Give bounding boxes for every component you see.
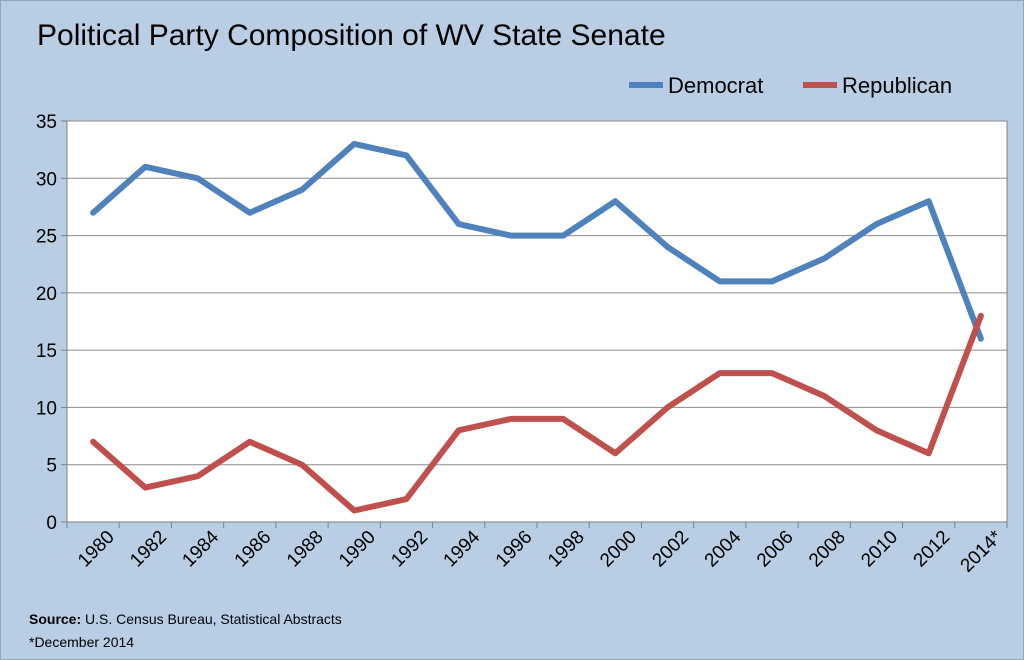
- series-line-republican: [90, 312, 984, 514]
- y-tick-label: 35: [36, 112, 57, 133]
- series-lines: [90, 140, 984, 514]
- x-tick-label: 1980: [74, 527, 119, 572]
- y-tick-label: 5: [46, 456, 57, 477]
- y-tick-label: 30: [36, 169, 57, 190]
- x-tick-label: 1990: [335, 527, 380, 572]
- x-tick-label: 2014*: [957, 526, 1007, 576]
- x-tick-label: 1982: [126, 527, 171, 572]
- x-tick-label: 1986: [231, 527, 276, 572]
- y-tick-label: 25: [36, 227, 57, 248]
- x-tick-label: 2004: [701, 526, 746, 571]
- x-tick-label: 1984: [178, 526, 223, 571]
- x-tick-label: 1988: [283, 527, 328, 572]
- x-tick-label: 1992: [387, 527, 432, 572]
- chart-title: Political Party Composition of WV State …: [37, 19, 666, 52]
- plot-area: [66, 120, 1008, 523]
- legend-label-democrat: Democrat: [668, 73, 763, 98]
- legend: Democrat Republican: [629, 73, 952, 98]
- source-text: U.S. Census Bureau, Statistical Abstract…: [81, 611, 342, 627]
- footnote: *December 2014: [29, 634, 135, 650]
- y-axis-ticks: 0 5 10 15 20 25 30 35: [36, 112, 67, 534]
- y-tick-label: 20: [36, 284, 57, 305]
- x-axis-ticks: 1980 1982 1984 1986 1988 1990 1992 1994 1996 1998…: [66, 522, 1008, 577]
- x-tick-label: 2006: [753, 527, 798, 572]
- series-line-democrat: [90, 140, 984, 342]
- x-tick-label: 1996: [492, 527, 537, 572]
- source-label: Source:: [29, 611, 82, 627]
- x-tick-label: 2002: [648, 527, 693, 572]
- source-note: Source: U.S. Census Bureau, Statistical …: [29, 611, 342, 627]
- x-tick-label: 2010: [857, 527, 902, 572]
- y-tick-label: 10: [36, 398, 57, 419]
- x-tick-label: 1998: [544, 527, 589, 572]
- y-tick-label: 15: [36, 341, 57, 362]
- legend-label-republican: Republican: [842, 73, 952, 98]
- x-tick-label: 2012: [910, 527, 955, 572]
- gridlines: [67, 120, 1007, 466]
- y-tick-label: 0: [46, 513, 57, 534]
- x-tick-label: 1994: [440, 526, 485, 571]
- x-tick-label: 2008: [805, 527, 850, 572]
- x-tick-label: 2000: [596, 527, 641, 572]
